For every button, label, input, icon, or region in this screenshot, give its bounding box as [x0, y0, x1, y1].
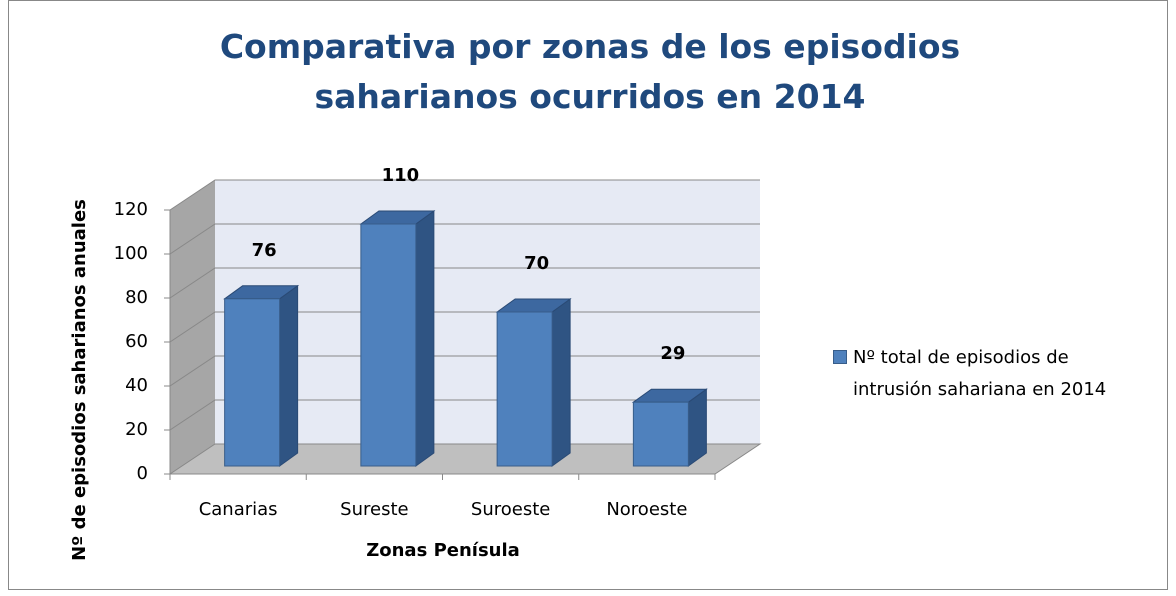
bar	[223, 284, 300, 467]
chart-frame	[8, 0, 1168, 590]
bar-face	[224, 298, 281, 467]
bar	[631, 388, 708, 467]
bar-face	[415, 210, 435, 467]
grid-line	[169, 267, 760, 299]
bar-face	[632, 401, 689, 467]
y-tick-label: 0	[137, 463, 148, 484]
x-tick-label: Sureste	[340, 499, 408, 520]
data-label: 110	[382, 165, 420, 186]
bar	[359, 210, 436, 467]
legend-swatch	[833, 350, 847, 364]
data-label: 29	[660, 343, 685, 364]
grid-line	[169, 223, 760, 255]
grid-line	[169, 179, 760, 211]
bar	[495, 298, 572, 467]
y-tick-label: 20	[125, 419, 148, 440]
y-tick-label: 40	[125, 375, 148, 396]
legend: Nº total de episodios de intrusión sahar…	[833, 342, 1153, 406]
grid-line	[169, 311, 760, 343]
x-tick-label: Suroeste	[471, 499, 550, 520]
chart-title: Comparativa por zonas de los episodios s…	[219, 27, 961, 116]
x-axis-title: Zonas Penísula	[366, 540, 520, 561]
x-tick-label: Canarias	[199, 499, 278, 520]
legend-label: Nº total de episodios de intrusión sahar…	[853, 347, 1107, 400]
y-axis-title: Nº de episodios saharianos anuales	[69, 199, 90, 561]
x-tick-label: Noroeste	[606, 499, 687, 520]
bar-face	[551, 298, 571, 467]
y-tick-label: 100	[114, 243, 148, 264]
grid-line	[169, 399, 760, 431]
grid-line	[169, 355, 760, 387]
data-label: 70	[524, 253, 549, 274]
bar-face	[360, 223, 417, 467]
y-tick-label: 60	[125, 331, 148, 352]
bar-face	[496, 311, 553, 467]
y-tick-label: 120	[114, 199, 148, 220]
data-label: 76	[252, 240, 277, 261]
y-tick-label: 80	[125, 287, 148, 308]
bar-face	[279, 284, 299, 467]
